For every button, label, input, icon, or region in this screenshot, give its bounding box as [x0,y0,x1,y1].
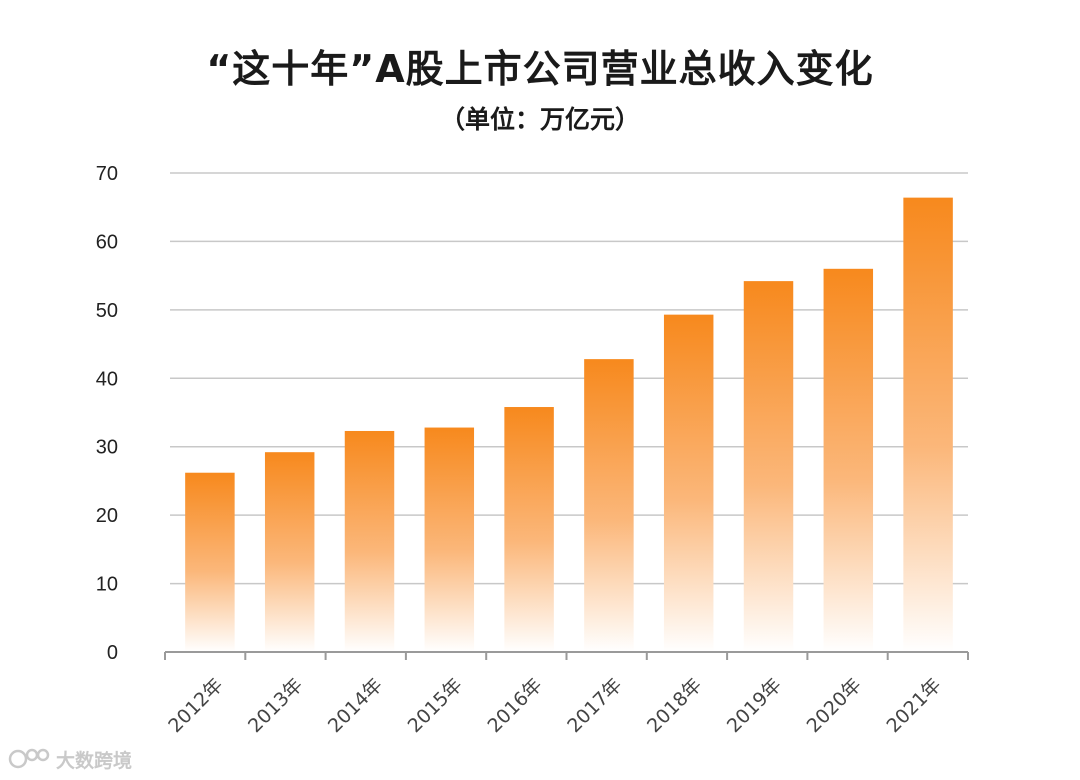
bar [185,472,235,652]
y-tick-label: 70 [96,163,118,185]
x-tick-label: 2012年 [164,674,227,737]
watermark-text: 大数跨境 [56,749,133,772]
y-axis-tick-labels: 0 10 20 30 40 50 60 70 [96,163,118,664]
bar [504,407,554,652]
x-tick-label: 2020年 [803,674,866,737]
watermark: 大数跨境 [8,742,132,776]
x-axis-tick-labels: 2012年 2013年 2014年 2015年 2016年 2017年 2018年 2019年… [164,674,945,737]
bar [424,427,475,652]
bars [185,197,953,653]
y-tick-label: 20 [96,505,118,527]
bar [743,281,794,652]
x-tick-label: 2021年 [882,674,945,737]
y-tick-label: 10 [96,574,118,596]
x-tick-label: 2013年 [244,674,307,737]
y-tick-label: 60 [96,231,118,253]
x-tick-label: 2019年 [723,674,786,737]
bar [344,430,395,652]
y-tick-label: 0 [107,642,118,664]
y-tick-label: 40 [96,368,118,390]
bar [264,452,315,652]
watermark-logo-icon [8,748,50,769]
chart-title: “这十年”A股上市公司营业总收入变化 [206,47,874,91]
x-tick-label: 2018年 [643,674,706,737]
x-tick-label: 2014年 [324,674,387,737]
bar [903,197,953,653]
bar [663,314,714,652]
x-tick-label: 2017年 [563,674,626,737]
y-tick-label: 30 [96,437,118,459]
x-tick-label: 2016年 [483,674,546,737]
bar [584,359,634,652]
y-tick-label: 50 [96,300,118,322]
bar [823,268,874,652]
x-axis [164,651,969,660]
x-tick-label: 2015年 [404,674,467,737]
chart-subtitle: （单位：万亿元） [439,105,640,134]
